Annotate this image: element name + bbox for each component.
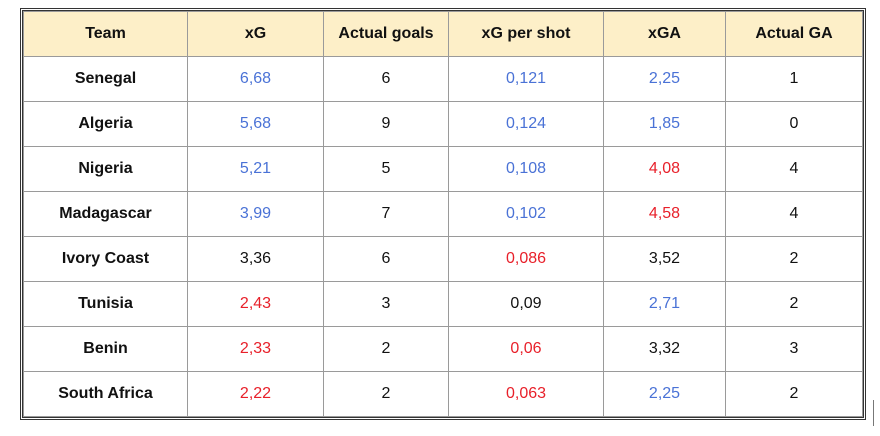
value-cell: 1,85 — [603, 101, 726, 147]
value-cell: 2,25 — [603, 56, 726, 102]
table-row: Senegal 6,68 6 0,121 2,25 1 — [23, 56, 863, 102]
header-row: Team xG Actual goals xG per shot xGA Actual G… — [23, 11, 863, 57]
header-cell: Actual GA — [725, 11, 863, 57]
header-cell: Actual goals — [323, 11, 449, 57]
value-cell: 0,102 — [448, 191, 604, 237]
stats-table: Team xG Actual goals xG per shot xGA Actual G… — [23, 11, 863, 417]
value-cell: 0,108 — [448, 146, 604, 192]
table-frame: Team xG Actual goals xG per shot xGA Actual G… — [20, 8, 866, 420]
header-cell: xG — [187, 11, 324, 57]
value-cell: 6,68 — [187, 56, 324, 102]
value-cell: 0,09 — [448, 281, 604, 327]
value-cell: 0,06 — [448, 326, 604, 372]
cursor-mark — [873, 400, 874, 426]
value-cell: 2 — [725, 281, 863, 327]
table-row: Ivory Coast 3,36 6 0,086 3,52 2 — [23, 236, 863, 282]
table-body: Senegal 6,68 6 0,121 2,25 1 Algeria 5,68 9 0,124 1… — [23, 56, 863, 417]
team-cell: South Africa — [23, 371, 188, 417]
value-cell: 0 — [725, 101, 863, 147]
value-cell: 2 — [725, 371, 863, 417]
value-cell: 2,71 — [603, 281, 726, 327]
value-cell: 6 — [323, 236, 449, 282]
value-cell: 7 — [323, 191, 449, 237]
header-cell: xG per shot — [448, 11, 604, 57]
value-cell: 3,32 — [603, 326, 726, 372]
table-row: Tunisia 2,43 3 0,09 2,71 2 — [23, 281, 863, 327]
team-cell: Benin — [23, 326, 188, 372]
value-cell: 4,08 — [603, 146, 726, 192]
value-cell: 3,52 — [603, 236, 726, 282]
value-cell: 3,36 — [187, 236, 324, 282]
team-cell: Algeria — [23, 101, 188, 147]
value-cell: 2,43 — [187, 281, 324, 327]
value-cell: 2,25 — [603, 371, 726, 417]
value-cell: 0,063 — [448, 371, 604, 417]
team-cell: Madagascar — [23, 191, 188, 237]
value-cell: 3 — [725, 326, 863, 372]
table-row: Nigeria 5,21 5 0,108 4,08 4 — [23, 146, 863, 192]
value-cell: 3,99 — [187, 191, 324, 237]
value-cell: 0,086 — [448, 236, 604, 282]
table-row: Algeria 5,68 9 0,124 1,85 0 — [23, 101, 863, 147]
table-row: Benin 2,33 2 0,06 3,32 3 — [23, 326, 863, 372]
value-cell: 2,22 — [187, 371, 324, 417]
value-cell: 0,121 — [448, 56, 604, 102]
table-row: South Africa 2,22 2 0,063 2,25 2 — [23, 371, 863, 417]
header-cell: xGA — [603, 11, 726, 57]
value-cell: 2 — [323, 371, 449, 417]
team-cell: Ivory Coast — [23, 236, 188, 282]
value-cell: 3 — [323, 281, 449, 327]
value-cell: 4 — [725, 191, 863, 237]
value-cell: 5,21 — [187, 146, 324, 192]
team-cell: Senegal — [23, 56, 188, 102]
value-cell: 5,68 — [187, 101, 324, 147]
table-row: Madagascar 3,99 7 0,102 4,58 4 — [23, 191, 863, 237]
value-cell: 6 — [323, 56, 449, 102]
team-cell: Tunisia — [23, 281, 188, 327]
value-cell: 4 — [725, 146, 863, 192]
header-cell: Team — [23, 11, 188, 57]
value-cell: 2 — [725, 236, 863, 282]
team-cell: Nigeria — [23, 146, 188, 192]
value-cell: 2,33 — [187, 326, 324, 372]
value-cell: 4,58 — [603, 191, 726, 237]
value-cell: 0,124 — [448, 101, 604, 147]
value-cell: 9 — [323, 101, 449, 147]
value-cell: 1 — [725, 56, 863, 102]
value-cell: 2 — [323, 326, 449, 372]
value-cell: 5 — [323, 146, 449, 192]
